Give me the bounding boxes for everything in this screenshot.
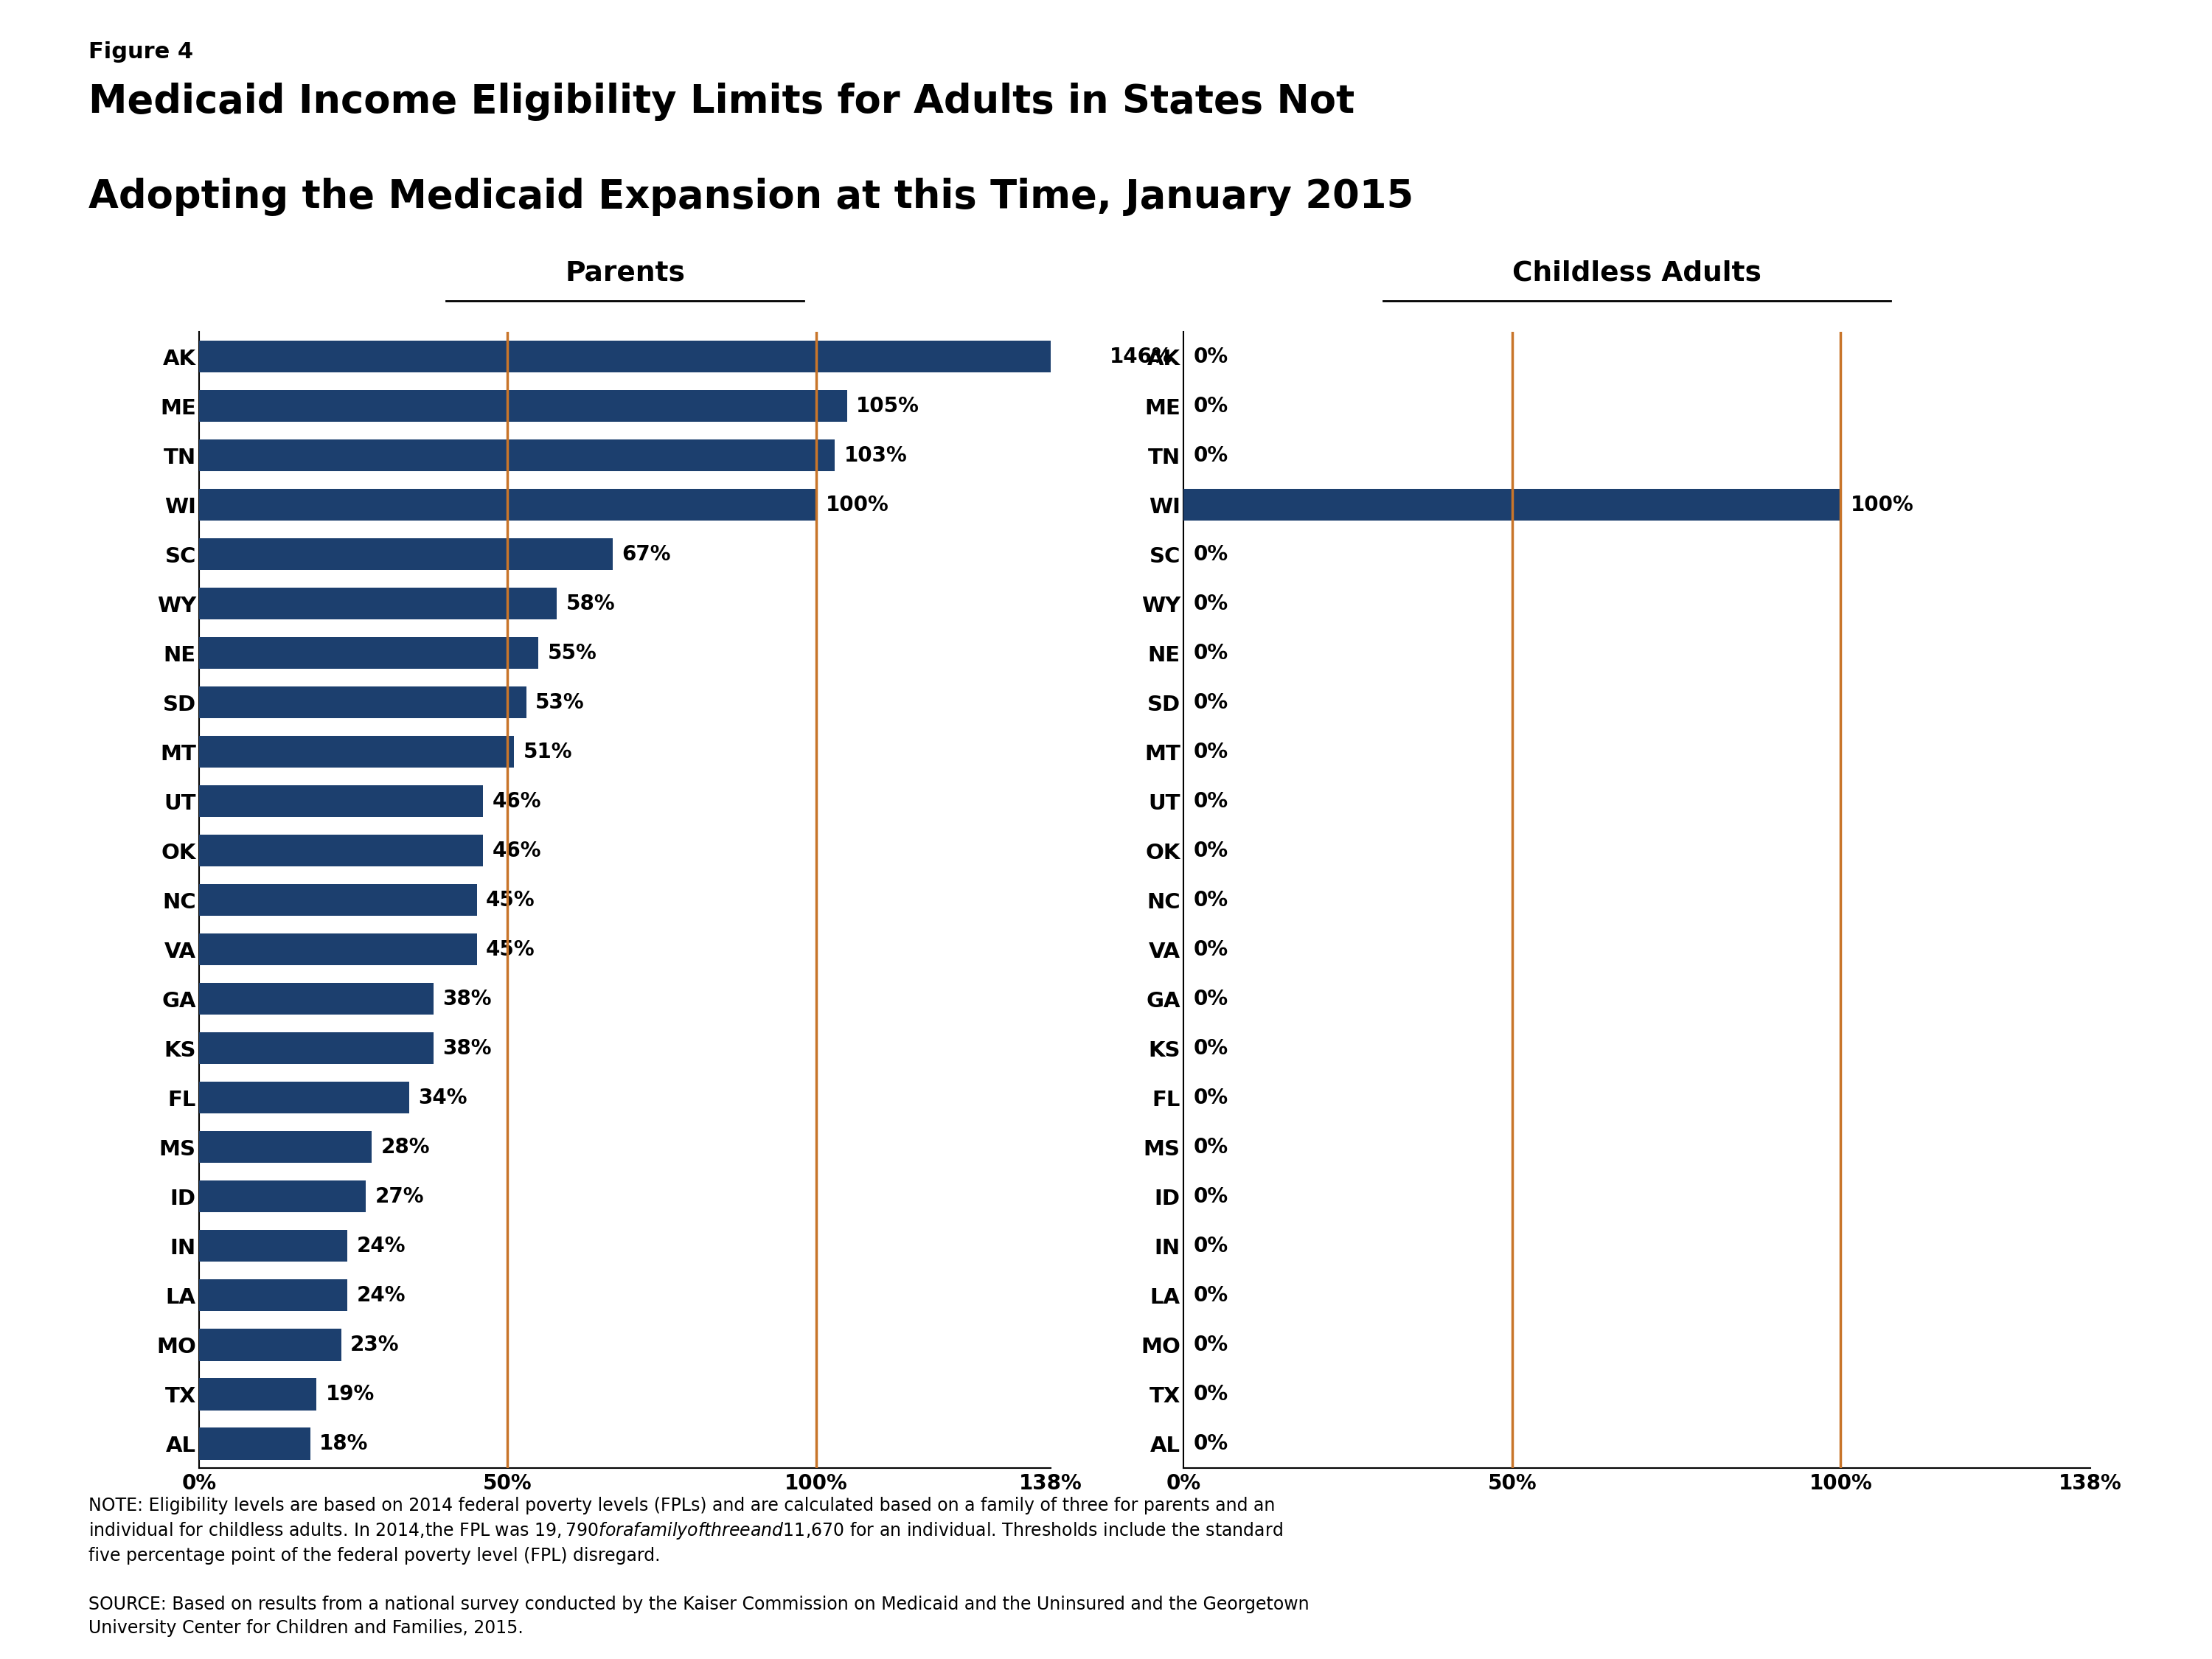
Text: 0%: 0% [1192,1136,1228,1158]
Bar [199,440,834,471]
Bar [199,489,816,521]
Text: 0%: 0% [1192,594,1228,614]
Bar [199,538,613,571]
Text: 24%: 24% [356,1236,405,1256]
Text: NOTE: Eligibility levels are based on 2014 federal poverty levels (FPLs) and are: NOTE: Eligibility levels are based on 20… [88,1496,1283,1564]
Text: Figure 4: Figure 4 [88,41,192,63]
Text: SOURCE: Based on results from a national survey conducted by the Kaiser Commissi: SOURCE: Based on results from a national… [88,1596,1310,1637]
Text: 100%: 100% [1851,494,1913,514]
Text: 0%: 0% [1192,839,1228,861]
Bar [199,982,434,1015]
Text: KAISER: KAISER [2031,1546,2093,1561]
Bar [199,834,482,866]
Text: 46%: 46% [493,791,542,811]
Text: 0%: 0% [1192,742,1228,761]
Bar [199,587,557,619]
Text: FOUNDATION: FOUNDATION [2022,1619,2101,1631]
Text: 0%: 0% [1192,1384,1228,1405]
Bar [199,340,1099,373]
Bar [199,1131,372,1163]
Bar [199,1379,316,1410]
Text: 51%: 51% [522,742,573,761]
Text: 0%: 0% [1192,347,1228,367]
Text: 34%: 34% [418,1087,467,1108]
Bar [199,637,538,669]
Text: 0%: 0% [1192,791,1228,811]
Bar [199,884,478,916]
Text: 0%: 0% [1192,1087,1228,1108]
Bar [1183,489,1840,521]
Text: 0%: 0% [1192,889,1228,911]
Text: 146%: 146% [1110,347,1172,367]
Text: 0%: 0% [1192,1186,1228,1206]
Bar [199,1181,365,1213]
Text: Adopting the Medicaid Expansion at this Time, January 2015: Adopting the Medicaid Expansion at this … [88,178,1413,216]
Bar [199,934,478,966]
Text: 0%: 0% [1192,1039,1228,1058]
Text: Parents: Parents [564,260,686,287]
Text: 23%: 23% [349,1334,400,1355]
Text: 0%: 0% [1192,642,1228,664]
Bar [199,1279,347,1311]
Bar [199,1427,310,1460]
Text: FAMILY: FAMILY [2031,1583,2093,1598]
Bar [199,785,482,818]
Text: 46%: 46% [493,839,542,861]
Bar [199,1082,409,1113]
Text: 0%: 0% [1192,692,1228,713]
Text: 100%: 100% [825,494,889,514]
Text: 45%: 45% [487,939,535,961]
Text: 28%: 28% [380,1136,429,1158]
Text: THE HENRY J.: THE HENRY J. [2022,1506,2101,1518]
Text: 55%: 55% [549,642,597,664]
Bar [199,1229,347,1262]
Text: 38%: 38% [442,1039,491,1058]
Bar [199,1329,341,1360]
Text: 0%: 0% [1192,544,1228,564]
Bar [199,735,513,768]
Text: 67%: 67% [622,544,670,564]
Text: 103%: 103% [845,445,907,466]
Text: 0%: 0% [1192,1236,1228,1256]
Text: 0%: 0% [1192,939,1228,961]
Text: Medicaid Income Eligibility Limits for Adults in States Not: Medicaid Income Eligibility Limits for A… [88,83,1354,121]
Text: 58%: 58% [566,594,615,614]
Text: 27%: 27% [376,1186,425,1206]
Text: 0%: 0% [1192,395,1228,416]
Bar [199,1032,434,1065]
Text: 0%: 0% [1192,1433,1228,1453]
Text: 0%: 0% [1192,989,1228,1009]
Text: 18%: 18% [319,1433,369,1453]
Text: 19%: 19% [325,1384,374,1405]
Text: 0%: 0% [1192,445,1228,466]
Text: 53%: 53% [535,692,584,713]
Text: Childless Adults: Childless Adults [1513,260,1761,287]
Text: 105%: 105% [856,395,920,416]
Text: 45%: 45% [487,889,535,911]
Text: 24%: 24% [356,1286,405,1306]
Text: 38%: 38% [442,989,491,1009]
Bar [199,687,526,718]
Bar [199,390,847,421]
Text: 0%: 0% [1192,1334,1228,1355]
Text: 0%: 0% [1192,1286,1228,1306]
